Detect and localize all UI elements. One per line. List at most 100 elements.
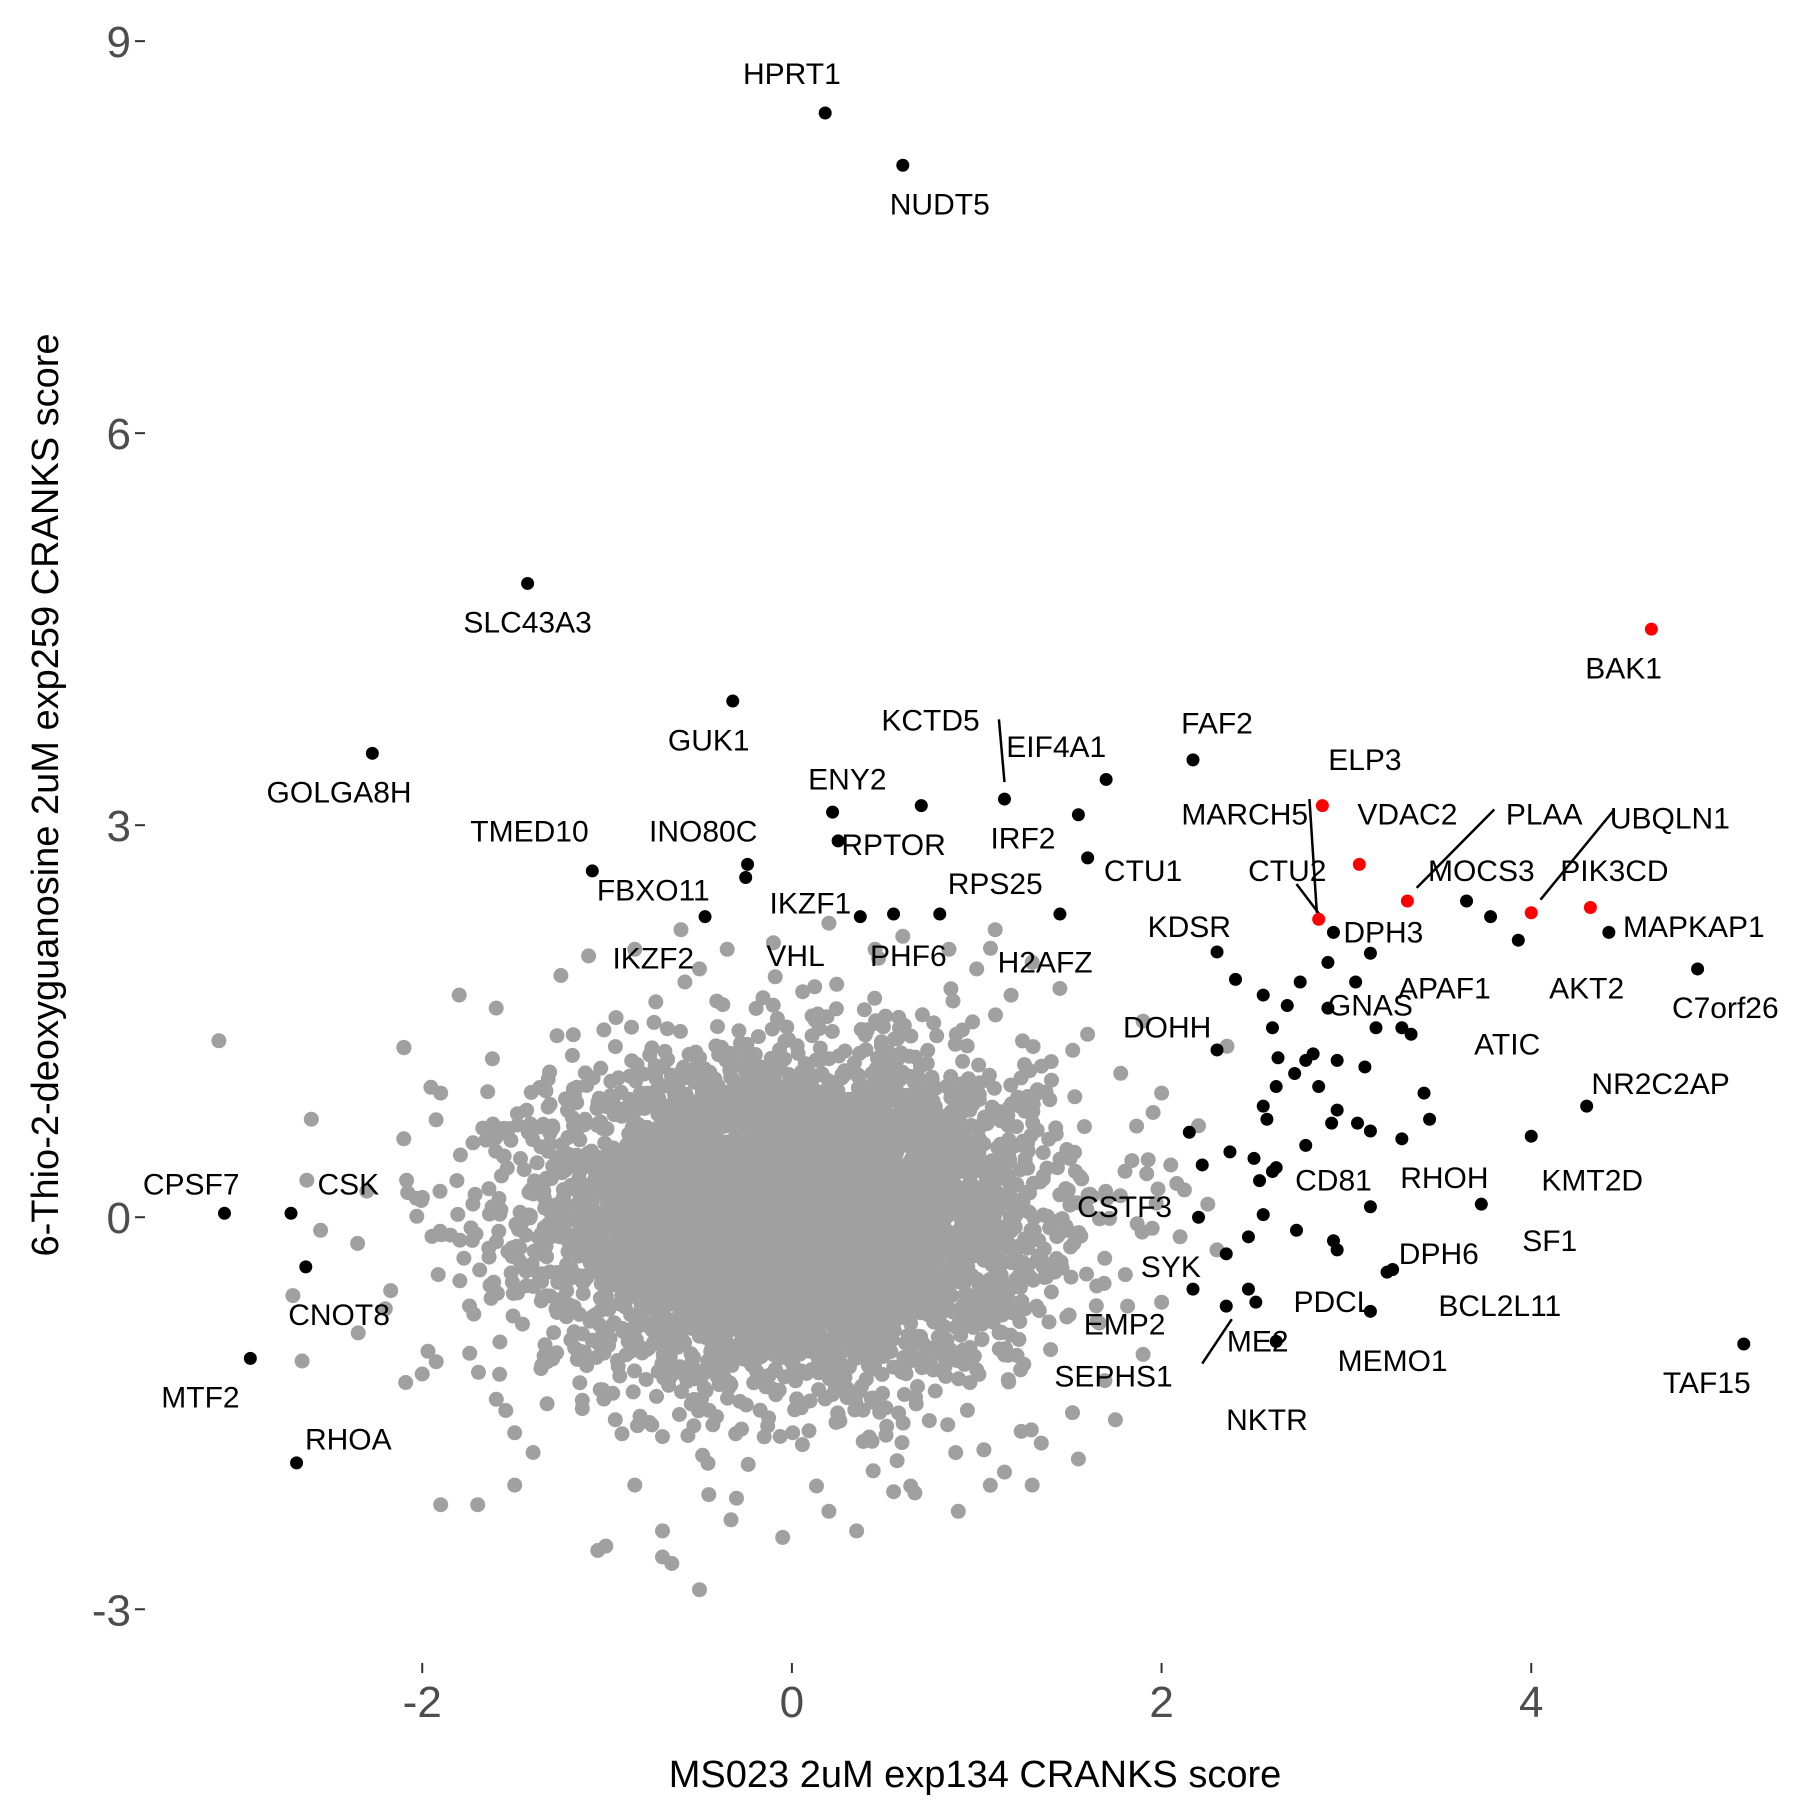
background-point [601, 1338, 616, 1353]
background-point [672, 1024, 688, 1039]
background-point [810, 1006, 826, 1022]
background-point [593, 1060, 609, 1076]
background-point [801, 1423, 817, 1439]
background-point [804, 1028, 820, 1044]
background-point [926, 1015, 942, 1031]
background-point [812, 1040, 828, 1056]
background-point [865, 1463, 881, 1479]
background-point [890, 1031, 906, 1046]
background-point [824, 1024, 840, 1039]
background-point [856, 1002, 872, 1018]
background-point [789, 1391, 805, 1407]
background-point [1012, 1314, 1028, 1329]
background-point [638, 1372, 654, 1387]
background-point [1063, 1239, 1078, 1255]
background-point [656, 1370, 672, 1386]
background-point [1039, 1160, 1055, 1176]
background-point [767, 1361, 783, 1377]
background-point [734, 1301, 749, 1317]
background-point [1023, 1422, 1039, 1438]
background-point [488, 1391, 504, 1407]
background-point [640, 1186, 656, 1202]
background-point [1014, 1293, 1030, 1309]
background-point [430, 1267, 446, 1283]
background-point [483, 1290, 499, 1306]
background-point [830, 1406, 846, 1422]
background-point [299, 1172, 315, 1188]
background-point [920, 1042, 936, 1058]
background-point [795, 984, 811, 1000]
background-point [463, 1220, 479, 1236]
background-point [726, 1353, 742, 1368]
background-point [1053, 1254, 1069, 1270]
background-point [1040, 1208, 1055, 1224]
background-point [481, 1249, 497, 1265]
background-point [539, 1249, 555, 1265]
background-point [959, 1402, 975, 1418]
background-point [481, 1181, 497, 1197]
background-point [740, 1456, 756, 1472]
background-point [579, 1358, 595, 1374]
background-point [646, 1334, 662, 1350]
background-point [959, 1038, 975, 1054]
background-point [409, 1208, 425, 1224]
background-point [596, 1022, 612, 1038]
background-point [480, 1084, 496, 1100]
background-point [500, 1244, 516, 1260]
background-points [211, 915, 1235, 1598]
background-point [710, 1019, 725, 1035]
background-point [912, 1072, 928, 1088]
background-point [829, 976, 845, 992]
background-point [1091, 1315, 1107, 1331]
background-point [1117, 1267, 1133, 1283]
background-point [723, 1512, 739, 1528]
background-point [614, 1426, 630, 1442]
background-point [537, 1337, 553, 1353]
background-point [1145, 1105, 1161, 1120]
background-point [921, 1413, 937, 1429]
background-point [622, 1332, 637, 1348]
background-point [889, 1453, 905, 1469]
background-point [574, 1392, 590, 1408]
background-point [549, 1028, 565, 1044]
background-point [764, 1021, 780, 1037]
background-point [731, 1023, 747, 1039]
background-point [709, 1409, 724, 1425]
background-point [1065, 1405, 1080, 1421]
background-point [1076, 1119, 1092, 1135]
background-point [1048, 1120, 1064, 1136]
background-point [928, 1187, 944, 1203]
background-point [733, 1035, 748, 1051]
background-point [794, 1437, 810, 1453]
background-point [498, 1403, 514, 1418]
background-point [565, 1027, 581, 1043]
background-point [456, 1250, 472, 1266]
background-point [592, 1382, 608, 1398]
background-point [504, 1274, 520, 1290]
background-point [657, 1043, 673, 1059]
background-point [948, 1445, 964, 1461]
background-point [398, 1375, 414, 1390]
background-point [828, 1001, 844, 1017]
background-point [644, 1040, 660, 1056]
background-point [785, 1425, 801, 1441]
background-point [649, 1388, 664, 1404]
background-point [876, 1080, 892, 1096]
background-point [1001, 1132, 1017, 1147]
background-point [491, 1191, 507, 1206]
background-point [598, 1190, 614, 1206]
background-point [584, 1143, 599, 1159]
background-point [659, 1021, 675, 1037]
background-point [1029, 1298, 1044, 1314]
background-point [683, 1396, 699, 1412]
background-point [1063, 1269, 1079, 1285]
background-point [498, 1126, 513, 1141]
background-point [472, 1262, 488, 1278]
background-point [1074, 1171, 1090, 1187]
background-point [526, 1243, 542, 1259]
background-point [943, 981, 959, 997]
background-point [607, 1039, 623, 1055]
background-point [671, 1407, 687, 1422]
background-point [715, 997, 731, 1013]
background-point [878, 1400, 894, 1416]
